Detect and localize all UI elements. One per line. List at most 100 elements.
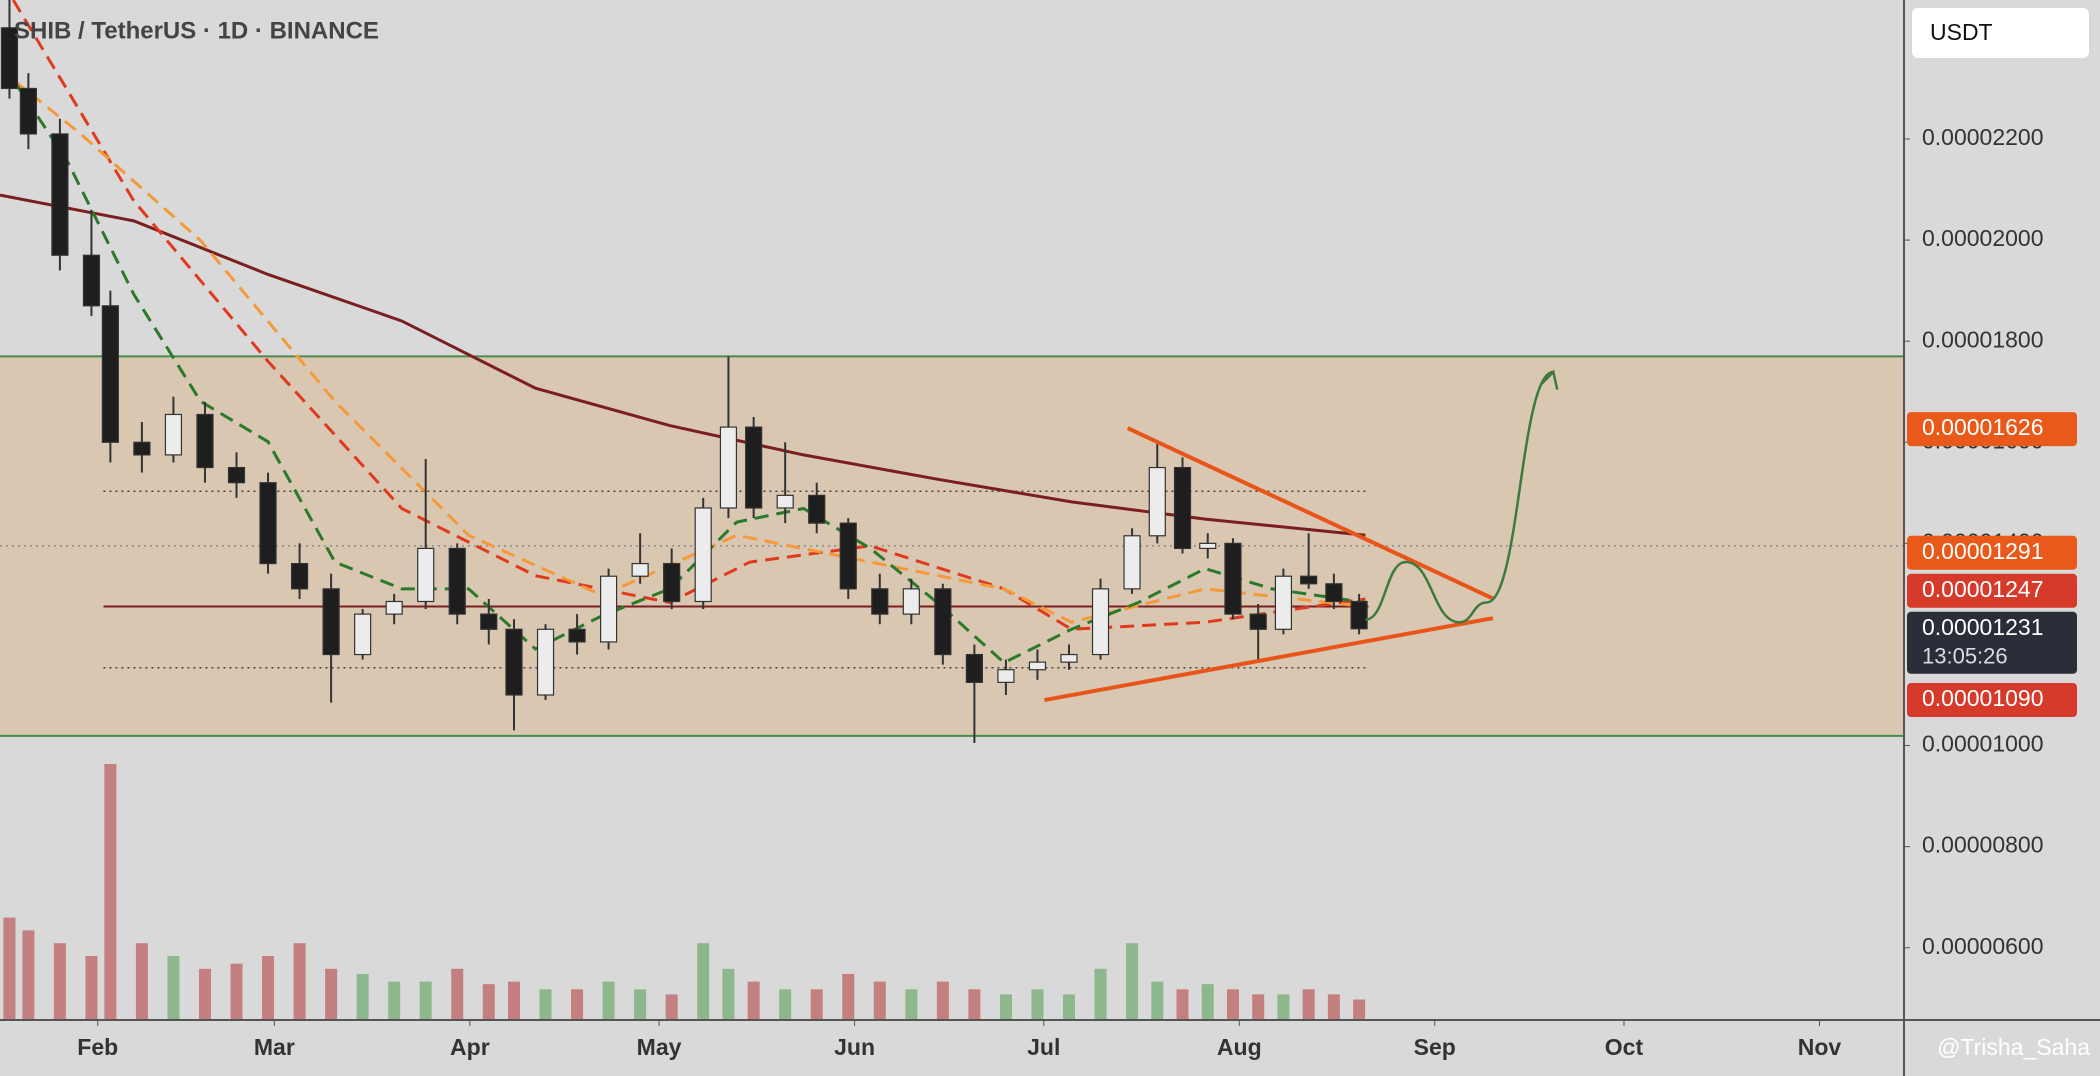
candle-body xyxy=(599,575,618,643)
candle-body xyxy=(133,441,151,456)
y-tick-label: 0.00001000 xyxy=(1922,731,2044,757)
candle-body xyxy=(1060,653,1078,663)
price-label-box xyxy=(1907,412,2077,447)
candle-body xyxy=(871,588,889,615)
candle-body xyxy=(385,600,403,615)
volume-bar xyxy=(135,943,148,1020)
volume-bar xyxy=(482,984,495,1020)
candle-body xyxy=(51,133,69,256)
volume-bar xyxy=(842,973,855,1020)
candle-body xyxy=(448,547,466,615)
volume-bar xyxy=(356,973,369,1020)
volume-bar xyxy=(1302,989,1315,1020)
volume-bar xyxy=(1277,994,1290,1020)
candle-body xyxy=(1300,575,1318,585)
x-tick-label: Feb xyxy=(77,1034,118,1060)
x-tick-label: Oct xyxy=(1605,1034,1644,1060)
projection-arrowhead xyxy=(1539,369,1559,390)
volume-bar xyxy=(1176,989,1189,1020)
volume-bar xyxy=(602,981,615,1020)
price-label-box xyxy=(1907,573,2077,608)
volume-bar xyxy=(230,963,243,1020)
volume-bar xyxy=(1226,989,1239,1020)
candle-body xyxy=(1148,466,1166,537)
candle-body xyxy=(164,413,183,456)
volume-bar xyxy=(1126,943,1139,1020)
candle-body xyxy=(536,628,555,696)
volume-bar xyxy=(697,943,710,1020)
currency: USDT xyxy=(1930,19,1993,45)
candle-body xyxy=(417,547,435,603)
volume-bar xyxy=(634,989,647,1020)
x-tick-label: Nov xyxy=(1798,1034,1842,1060)
trendline xyxy=(1126,426,1494,601)
x-tick-label: Jul xyxy=(1027,1034,1060,1060)
volume-bar xyxy=(198,968,211,1020)
candle-body xyxy=(19,87,37,135)
volume-bar xyxy=(53,943,66,1020)
range-box xyxy=(0,356,1904,736)
candle-body xyxy=(694,507,712,603)
candle-body xyxy=(839,522,857,590)
volume-bar xyxy=(539,989,552,1020)
candle-body xyxy=(101,305,119,443)
volume-bar xyxy=(85,956,98,1020)
candle-body xyxy=(808,494,826,524)
volume-bar xyxy=(293,943,306,1020)
x-tick-label: Aug xyxy=(1217,1034,1262,1060)
volume-bar xyxy=(262,956,275,1020)
volume-bar xyxy=(1094,968,1107,1020)
price-label-box xyxy=(1907,683,2077,718)
volume-bar xyxy=(1201,984,1214,1020)
volume-bar xyxy=(747,981,760,1020)
price-label: 0.00001291 xyxy=(1922,538,2044,564)
candle-body xyxy=(196,413,214,469)
candle-body xyxy=(997,669,1015,683)
countdown: 13:05:26 xyxy=(1922,644,2008,669)
candle-body xyxy=(1199,542,1217,550)
volume-bar xyxy=(1252,994,1265,1020)
candle-body xyxy=(1325,583,1343,603)
x-tick-label: Apr xyxy=(450,1034,490,1060)
candle-body xyxy=(1091,588,1110,656)
volume-bar xyxy=(873,981,886,1020)
candle-body xyxy=(505,628,523,696)
volume-bar xyxy=(779,989,792,1020)
candle-body xyxy=(902,588,920,615)
candle-body xyxy=(1123,535,1141,590)
candle-body xyxy=(1350,600,1368,630)
y-tick-label: 0.00000600 xyxy=(1922,933,2044,959)
price-label: 0.00001247 xyxy=(1922,576,2044,602)
volume-bar xyxy=(810,989,823,1020)
volume-bar xyxy=(1151,981,1164,1020)
candle-body xyxy=(259,482,277,565)
x-tick-label: Mar xyxy=(254,1034,295,1060)
moving-average xyxy=(11,79,1366,665)
candle-body xyxy=(745,426,763,509)
candle-body xyxy=(776,494,794,509)
candle-body xyxy=(82,254,101,307)
x-tick-label: Jun xyxy=(834,1034,875,1060)
moving-average xyxy=(0,193,1366,537)
volume-bar xyxy=(905,989,918,1020)
candle-body xyxy=(227,466,246,484)
price-label-box xyxy=(1907,535,2077,570)
volume-bar xyxy=(451,968,464,1020)
volume-bar xyxy=(1031,989,1044,1020)
volume-bar xyxy=(968,989,981,1020)
volume-bar xyxy=(507,981,520,1020)
price-label: 0.00001626 xyxy=(1922,414,2044,440)
volume-bar xyxy=(325,968,338,1020)
x-tick-label: May xyxy=(637,1034,682,1060)
price-label: 0.00001090 xyxy=(1922,685,2044,711)
candle-body xyxy=(1028,661,1047,671)
volume-bar xyxy=(665,994,678,1020)
y-tick-label: 0.00002000 xyxy=(1922,225,2044,251)
volume-bar xyxy=(1327,994,1340,1020)
candle-body xyxy=(1173,466,1192,550)
candle-body xyxy=(354,613,372,656)
projection-path xyxy=(1365,370,1554,624)
volume-bar xyxy=(571,989,584,1020)
candle-body xyxy=(631,562,649,577)
